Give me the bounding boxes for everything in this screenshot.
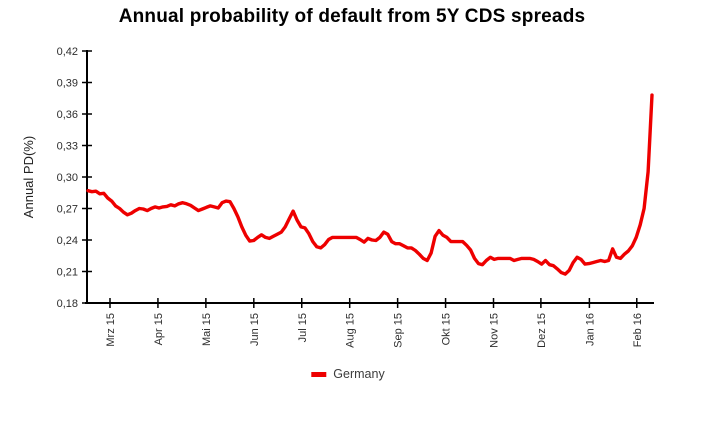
- y-tick-label: 0,24: [57, 235, 78, 247]
- legend-series-label: Germany: [333, 367, 385, 381]
- x-tick-label: Mai 15: [201, 313, 213, 346]
- x-tick-label: Jun 15: [249, 313, 261, 346]
- x-tick-label: Feb 16: [632, 313, 644, 347]
- y-tick-label: 0,21: [57, 267, 78, 279]
- chart-title: Annual probability of default from 5Y CD…: [118, 6, 586, 27]
- legend: Germany: [311, 367, 385, 381]
- y-tick-label: 0,27: [57, 204, 78, 216]
- y-tick-label: 0,42: [57, 46, 78, 58]
- x-tick-label: Mrz 15: [105, 313, 117, 347]
- x-tick-label: Aug 15: [345, 313, 357, 348]
- y-tick-label: 0,30: [57, 172, 78, 184]
- x-tick-label: Jul 15: [297, 313, 309, 342]
- x-tick-label: Jan 16: [584, 313, 596, 346]
- y-tick-label: 0,33: [57, 141, 78, 153]
- x-tick-label: Sep 15: [393, 313, 405, 348]
- x-tick-label: Okt 15: [441, 313, 453, 345]
- legend-line-swatch: [311, 371, 327, 377]
- series-line-germany: [86, 93, 654, 276]
- y-tick-label: 0,36: [57, 109, 78, 121]
- y-tick-label: 0,39: [57, 78, 78, 90]
- x-tick-label: Nov 15: [489, 313, 501, 348]
- x-tick-label: Dez 15: [536, 313, 548, 348]
- x-tick-label: Apr 15: [153, 313, 165, 345]
- y-tick-label: 0,18: [57, 298, 78, 310]
- y-axis-title: Annual PD(%): [21, 136, 36, 218]
